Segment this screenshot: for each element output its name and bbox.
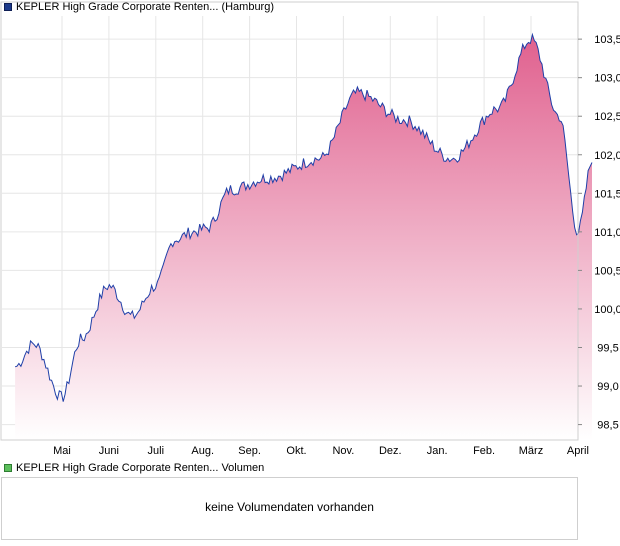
- price-chart: 98,5 99,0 99,5 100,0 100,5 101,0 101,5 102,0 102…: [0, 1, 620, 457]
- x-tick-label: Okt.: [286, 445, 306, 457]
- price-area: [15, 34, 593, 440]
- y-tick-label: 99,0: [597, 381, 618, 393]
- y-tick-label: 100,0: [594, 304, 620, 316]
- x-tick-label: Nov.: [332, 445, 354, 457]
- price-legend-swatch: [4, 3, 12, 11]
- x-tick-label: Juni: [99, 445, 119, 457]
- y-tick-label: 103,5: [594, 34, 620, 46]
- x-tick-label: Sep.: [238, 445, 261, 457]
- y-tick-label: 103,0: [594, 73, 620, 85]
- volume-legend-swatch: [4, 464, 12, 472]
- y-tick-label: 101,5: [594, 188, 620, 200]
- y-tick-label: 101,0: [594, 227, 620, 239]
- y-tick-label: 98,5: [597, 420, 618, 432]
- volume-legend-label: KEPLER High Grade Corporate Renten... Vo…: [16, 462, 265, 474]
- x-tick-label: Feb.: [473, 445, 495, 457]
- price-legend-label: KEPLER High Grade Corporate Renten... (H…: [16, 1, 275, 13]
- price-line: [14, 32, 593, 402]
- price-legend: KEPLER High Grade Corporate Renten... (H…: [4, 0, 274, 14]
- y-tick-label: 102,0: [594, 150, 620, 162]
- x-tick-label: April: [567, 445, 589, 457]
- y-axis: 98,5 99,0 99,5 100,0 100,5 101,0 101,5 102,0 102…: [578, 34, 620, 432]
- x-tick-label: Dez.: [379, 445, 402, 457]
- x-tick-label: Jan.: [427, 445, 448, 457]
- x-tick-label: Juli: [148, 445, 165, 457]
- plot-frame: [0, 1, 579, 441]
- volume-legend: KEPLER High Grade Corporate Renten... Vo…: [4, 461, 264, 475]
- x-tick-label: Mai: [53, 445, 71, 457]
- x-axis: Mai Juni Juli Aug. Sep. Okt. Nov. Dez. Jan. Feb. M…: [53, 445, 589, 457]
- x-tick-label: Aug.: [191, 445, 214, 457]
- volume-panel: keine Volumendaten vorhanden: [1, 477, 578, 540]
- volume-empty-message: keine Volumendaten vorhanden: [205, 500, 374, 514]
- y-tick-label: 99,5: [597, 342, 618, 354]
- x-tick-label: März: [519, 445, 543, 457]
- y-tick-label: 100,5: [594, 265, 620, 277]
- y-tick-label: 102,5: [594, 111, 620, 123]
